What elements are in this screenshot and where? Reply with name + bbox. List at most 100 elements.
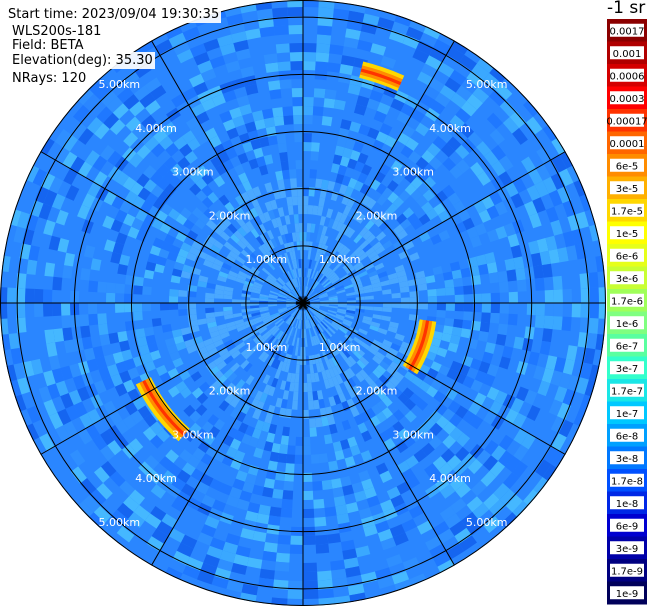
radar-bin (252, 110, 264, 122)
radar-bin (272, 7, 288, 18)
radar-bin (425, 385, 439, 398)
radar-bin (270, 358, 278, 368)
feature-arc-southwest (147, 377, 190, 432)
radar-bin (425, 535, 442, 551)
radar-bin (116, 502, 134, 520)
radar-bin (254, 205, 264, 216)
radar-bin (346, 398, 356, 409)
range-label: 1.00km (246, 341, 288, 354)
radar-bin (306, 277, 310, 287)
radar-bin (455, 144, 470, 160)
radar-bin (327, 326, 336, 335)
radar-bin (315, 362, 322, 373)
colorbar-tick-label: 0.0001 (610, 139, 645, 150)
radar-bin (326, 270, 335, 279)
radar-bin (442, 157, 457, 172)
radar-bin (259, 233, 268, 244)
radar-bin (297, 268, 301, 278)
radar-bin (493, 483, 510, 500)
radar-bin (223, 286, 234, 292)
radar-bin (415, 270, 426, 279)
radar-bin (169, 351, 181, 362)
radar-bin (250, 344, 260, 354)
radar-bin (115, 420, 130, 435)
radar-bin (289, 51, 303, 62)
start-time-text: Start time: 2023/09/04 19:30:35 (8, 6, 222, 23)
radar-bin (269, 89, 282, 100)
radar-bin (237, 226, 247, 237)
radar-bin (306, 232, 311, 242)
radar-bin (339, 63, 354, 76)
radar-bin (96, 483, 113, 500)
radar-bin (110, 219, 124, 233)
radar-bin (180, 207, 192, 219)
radar-bin (561, 316, 572, 332)
radar-bin (355, 264, 365, 272)
radar-bin (55, 209, 69, 226)
radar-bin (362, 315, 373, 322)
colorbar-tick-label: 1e-5 (616, 229, 639, 240)
radar-bin (357, 39, 373, 52)
radar-bin (96, 106, 113, 123)
radar-bin (209, 330, 220, 339)
radar-bin (143, 269, 155, 280)
radar-bin (317, 224, 324, 235)
radar-bin (191, 240, 203, 251)
radar-bin (93, 505, 111, 523)
radar-bin (279, 151, 289, 162)
radar-bin (481, 293, 491, 303)
colorbar-unit-label: -1 sr (607, 0, 646, 18)
radar-bin (291, 259, 296, 270)
radar-bin (291, 400, 298, 410)
radar-bin (51, 303, 62, 317)
radar-bin (90, 258, 102, 271)
radar-bin (361, 164, 373, 176)
radar-bin (252, 530, 267, 543)
radar-bin (52, 276, 63, 291)
radar-bin (426, 367, 439, 379)
radar-bin (303, 508, 315, 518)
radar-bin (228, 270, 239, 278)
radar-bin (238, 270, 248, 278)
radar-bin (375, 183, 388, 195)
radar-bin (416, 423, 430, 437)
radar-bin (342, 205, 352, 216)
radar-bin (513, 256, 525, 270)
radar-bin (303, 562, 318, 572)
radar-bin (203, 433, 216, 446)
radar-bin (315, 543, 330, 554)
radar-bin (364, 306, 374, 311)
radar-bin (245, 220, 255, 231)
radar-bin (132, 355, 145, 368)
radar-bin (259, 296, 269, 300)
radar-bin (119, 200, 133, 214)
radar-bin (252, 186, 262, 198)
radar-bin (225, 60, 241, 73)
radar-bin (119, 370, 132, 384)
radar-bin (368, 372, 379, 383)
radar-bin (534, 180, 549, 198)
radar-bin (476, 141, 492, 157)
radar-bin (25, 214, 39, 232)
radar-bin (346, 367, 356, 378)
radar-bin (43, 189, 58, 207)
radar-bin (343, 37, 359, 49)
radar-bin (273, 25, 289, 36)
radar-bin (308, 289, 315, 298)
radar-bin (454, 372, 467, 385)
radar-bin (512, 412, 527, 429)
radar-bin (484, 150, 499, 167)
radar-bin (377, 575, 395, 589)
radar-bin (292, 391, 299, 401)
radar-bin (359, 411, 370, 423)
radar-bin (28, 245, 40, 261)
radar-bin (423, 416, 437, 430)
radar-bin (203, 208, 215, 220)
radar-bin (309, 269, 314, 279)
radar-bin (310, 303, 320, 306)
radar-bin (334, 384, 343, 395)
radar-bin (286, 196, 293, 207)
radar-bin (277, 298, 287, 302)
radar-bin (167, 463, 182, 477)
radar-bin (62, 151, 78, 169)
